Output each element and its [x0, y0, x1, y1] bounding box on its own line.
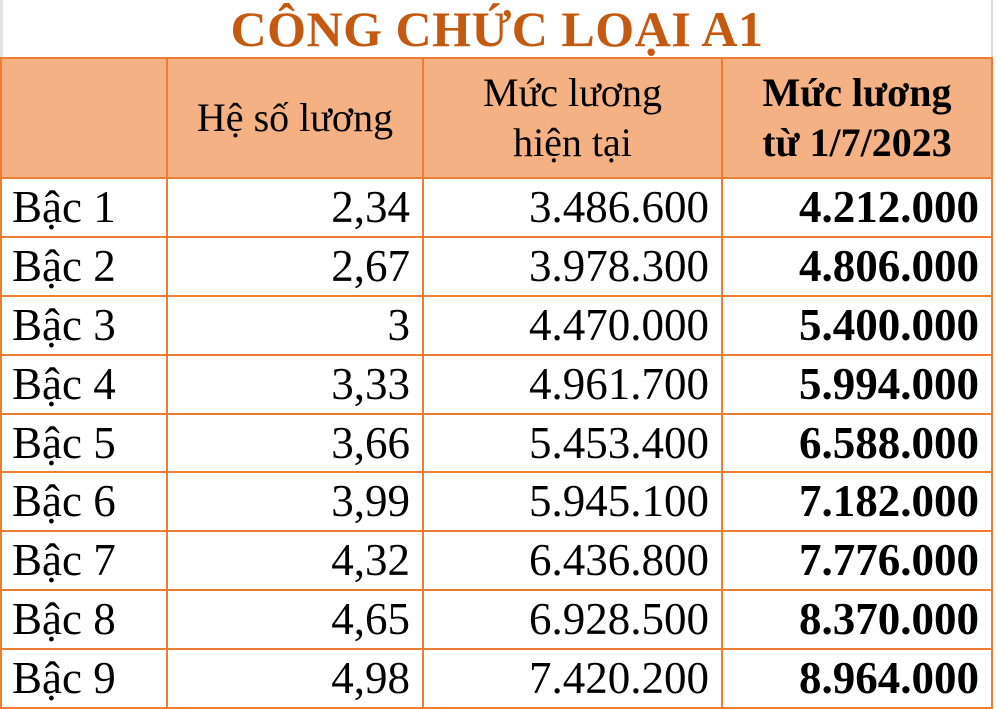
current-salary-cell: 5.453.400 — [424, 414, 723, 472]
row-label-cell: Bậc 2 — [2, 237, 168, 295]
current-salary-cell: 6.436.800 — [424, 532, 723, 590]
row-label-cell: Bậc 7 — [2, 532, 168, 590]
row-label-cell: Bậc 3 — [2, 296, 168, 354]
new-salary-cell: 7.182.000 — [799, 476, 979, 527]
table-row: Bậc 7 4,32 6.436.800 7.776.000 — [2, 532, 991, 592]
current-salary-cell: 4.961.700 — [424, 355, 723, 413]
row-label-cell: Bậc 6 — [2, 473, 168, 531]
new-salary-cell: 8.964.000 — [799, 653, 979, 704]
corner-cell — [2, 59, 168, 177]
current-salary-cell: 6.928.500 — [424, 591, 723, 649]
current-salary-cell: 3.978.300 — [424, 237, 723, 295]
row-label-cell: Bậc 4 — [2, 355, 168, 413]
table-row: Bậc 2 2,67 3.978.300 4.806.000 — [2, 237, 991, 297]
coefficient-cell: 2,34 — [168, 179, 424, 236]
table-header-row: Hệ số lương Mức lương hiện tại Mức lương… — [2, 59, 991, 179]
new-salary-cell: 6.588.000 — [799, 417, 979, 468]
title-band: CÔNG CHỨC LOẠI A1 — [0, 0, 993, 57]
new-salary-cell: 5.400.000 — [799, 299, 979, 350]
table-row: Bậc 5 3,66 5.453.400 6.588.000 — [2, 414, 991, 474]
coefficient-cell: 3,66 — [168, 414, 424, 472]
row-label-cell: Bậc 5 — [2, 414, 168, 472]
current-salary-cell: 3.486.600 — [424, 179, 723, 236]
coefficient-cell: 3,99 — [168, 473, 424, 531]
coefficient-cell: 3 — [168, 296, 424, 354]
current-salary-cell: 7.420.200 — [424, 650, 723, 708]
current-salary-cell: 5.945.100 — [424, 473, 723, 531]
salary-table: Hệ số lương Mức lương hiện tại Mức lương… — [0, 57, 993, 709]
table-row: Bậc 1 2,34 3.486.600 4.212.000 — [2, 179, 991, 238]
header-current-salary: Mức lương hiện tại — [424, 59, 723, 177]
current-salary-cell: 4.470.000 — [424, 296, 723, 354]
page-title: CÔNG CHỨC LOẠI A1 — [230, 0, 764, 57]
coefficient-cell: 2,67 — [168, 237, 424, 295]
row-label-cell: Bậc 9 — [2, 650, 168, 708]
table-row: Bậc 4 3,33 4.961.700 5.994.000 — [2, 355, 991, 415]
coefficient-cell: 3,33 — [168, 355, 424, 413]
coefficient-cell: 4,65 — [168, 591, 424, 649]
row-label-cell: Bậc 1 — [2, 179, 168, 236]
new-salary-cell: 7.776.000 — [799, 535, 979, 586]
new-salary-cell: 4.806.000 — [799, 240, 979, 291]
table-row: Bậc 6 3,99 5.945.100 7.182.000 — [2, 473, 991, 533]
new-salary-cell: 4.212.000 — [799, 181, 979, 232]
header-new-salary: Mức lương từ 1/7/2023 — [762, 70, 952, 165]
table-row: Bậc 8 4,65 6.928.500 8.370.000 — [2, 591, 991, 651]
new-salary-cell: 8.370.000 — [799, 594, 979, 645]
header-coefficient: Hệ số lương — [168, 59, 424, 177]
row-label-cell: Bậc 8 — [2, 591, 168, 649]
table-row: Bậc 3 3 4.470.000 5.400.000 — [2, 296, 991, 356]
table-row: Bậc 9 4,98 7.420.200 8.964.000 — [2, 650, 991, 708]
coefficient-cell: 4,98 — [168, 650, 424, 708]
new-salary-cell: 5.994.000 — [799, 358, 979, 409]
coefficient-cell: 4,32 — [168, 532, 424, 590]
